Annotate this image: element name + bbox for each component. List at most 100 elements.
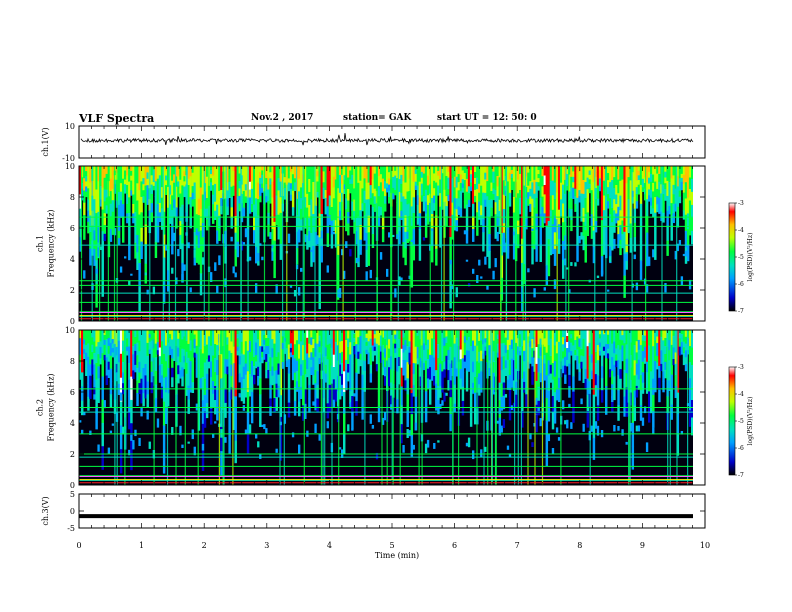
spectrogram-cell <box>293 186 297 191</box>
spectrogram-cell <box>508 199 512 207</box>
spectrogram-cell <box>521 394 524 412</box>
spectrogram-cell <box>183 176 186 182</box>
spectrogram-cell <box>484 256 487 265</box>
spectrogram-cell <box>324 198 328 207</box>
spectrogram-cell <box>537 170 540 175</box>
spectrogram-cell <box>441 340 444 352</box>
spectrogram-cell <box>373 346 377 352</box>
spectrogram-cell <box>275 343 278 358</box>
spectrogram-cell <box>293 166 297 171</box>
spectrogram-cell <box>514 394 518 408</box>
spectrogram-cell <box>347 330 350 339</box>
spectrogram-cell <box>101 446 104 470</box>
spectrogram-cell <box>652 191 655 201</box>
spectrogram-cell <box>512 243 516 260</box>
spectrogram-cell <box>398 330 401 340</box>
spectrogram-cell <box>424 330 428 346</box>
spectrogram-cell <box>345 166 348 178</box>
spectrogram-cell <box>676 243 679 252</box>
spectrogram-cell <box>148 441 151 449</box>
spectrogram-cell <box>615 342 618 349</box>
spectrogram-cell <box>664 338 667 347</box>
spectrogram-cell <box>672 166 675 176</box>
spectrogram-cell <box>275 370 278 385</box>
spectrogram-cell <box>602 338 606 343</box>
spectrogram-cell <box>152 185 156 191</box>
spectrogram-cell <box>240 353 244 366</box>
spectrogram-cell <box>510 181 514 186</box>
spectrogram-cell <box>318 284 321 310</box>
spectrogram-cell <box>388 178 391 185</box>
spectrogram-cell <box>437 175 440 181</box>
spectrogram-cell <box>445 355 448 363</box>
spectrogram-cell <box>641 330 645 341</box>
spectrogram-cell <box>187 166 190 173</box>
spectrogram-cell <box>557 365 561 379</box>
spectrogram-cell <box>437 180 440 186</box>
spectrogram-cell <box>126 346 129 352</box>
spectrogram-cell <box>463 201 467 209</box>
spectrogram-cell <box>240 241 244 251</box>
spectrogram-cell <box>541 217 544 228</box>
spectrogram-cell <box>81 386 84 402</box>
spectrogram-cell <box>596 166 600 173</box>
spectrogram-cell <box>562 358 565 366</box>
spectrogram-cell <box>617 390 620 406</box>
spectrogram-cell <box>478 183 481 194</box>
spectrogram-cell <box>279 212 283 229</box>
spectrogram-cell <box>267 177 270 190</box>
spectrogram-cell <box>224 388 227 404</box>
spectrogram-cell <box>238 364 242 374</box>
spectrogram-cell <box>568 403 571 407</box>
spectrogram-cell <box>373 342 377 348</box>
spectrogram-cell <box>291 371 295 381</box>
spectrogram-cell <box>191 340 195 352</box>
spectrogram-cell <box>461 170 465 176</box>
spectrogram-cell <box>545 265 549 286</box>
spectrogram-cell <box>674 181 678 189</box>
spectrogram-cell <box>351 201 354 211</box>
spectrogram-cell <box>672 359 675 366</box>
spectrogram-cell <box>146 410 149 420</box>
spectrogram-cell <box>326 374 330 390</box>
spectrogram-cell <box>244 374 248 387</box>
spectrogram-cell <box>676 434 680 456</box>
spectrogram-cell <box>461 344 465 359</box>
spectrogram-cell <box>122 204 125 218</box>
spectrogram-cell <box>404 215 407 233</box>
spectrogram-cell <box>537 186 540 191</box>
spectrogram-cell <box>426 204 430 215</box>
spectrogram-cell <box>523 224 526 245</box>
spectrogram-cell <box>441 350 444 362</box>
spectrogram-cell <box>271 213 274 230</box>
spectrogram-cell <box>519 197 522 207</box>
spectrogram-cell <box>134 181 137 198</box>
spectrogram-cell <box>455 353 459 362</box>
spectrogram-cell <box>375 336 379 344</box>
spectrogram-cell <box>433 330 436 340</box>
spectrogram-cell <box>234 199 237 217</box>
spectrogram-cell <box>672 203 675 214</box>
spectrogram-cell <box>506 339 510 351</box>
spectrogram-cell <box>666 240 669 256</box>
spectrogram-cell <box>414 166 418 171</box>
spectrogram-cell <box>562 344 565 352</box>
spectrogram-cell <box>359 180 362 196</box>
spectrogram-cell <box>328 166 332 177</box>
spectrogram-cell <box>478 201 481 211</box>
spectrogram-cell <box>527 198 530 206</box>
spectrogram-cell <box>492 188 495 195</box>
spectrogram-cell <box>643 406 647 414</box>
spectrogram-cell <box>109 342 113 357</box>
spectrogram-cell <box>607 173 610 181</box>
spectrogram-cell <box>574 203 577 212</box>
spectrogram-cell <box>308 179 311 193</box>
spectrogram-cell <box>394 334 397 340</box>
spectrogram-cell <box>396 214 399 227</box>
spectrogram-cell <box>226 198 229 207</box>
spectrogram-cell <box>269 398 272 413</box>
spectrogram-cell <box>455 337 459 346</box>
spectrogram-cell <box>506 181 510 198</box>
spectrogram-cell <box>406 231 409 239</box>
spectrogram-cell <box>363 203 366 216</box>
